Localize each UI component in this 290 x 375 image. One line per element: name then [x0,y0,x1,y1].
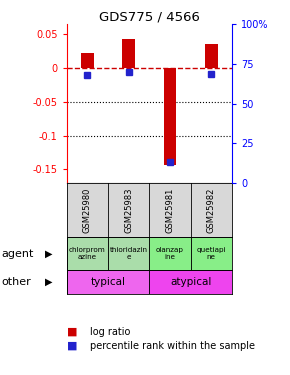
Bar [205,44,218,68]
Text: olanzap
ine: olanzap ine [156,247,184,260]
Bar [108,237,149,270]
Bar [191,237,232,270]
Bar [67,270,149,294]
Text: GSM25981: GSM25981 [166,188,175,233]
Text: GSM25980: GSM25980 [83,188,92,233]
Text: GSM25982: GSM25982 [207,188,216,233]
Text: ■: ■ [67,327,77,337]
Text: typical: typical [90,277,126,287]
Bar [81,53,94,68]
Text: log ratio: log ratio [90,327,130,337]
Text: agent: agent [1,249,34,258]
Text: ■: ■ [67,341,77,351]
Text: GSM25983: GSM25983 [124,188,133,233]
Bar [122,39,135,68]
Bar [149,237,191,270]
Text: percentile rank within the sample: percentile rank within the sample [90,341,255,351]
Text: thioridazin
e: thioridazin e [110,247,148,260]
Bar [149,270,232,294]
Title: GDS775 / 4566: GDS775 / 4566 [99,10,200,23]
Text: ▶: ▶ [45,249,52,258]
Bar [164,68,176,165]
Bar [67,237,108,270]
Text: ▶: ▶ [45,277,52,287]
Text: quetiapi
ne: quetiapi ne [197,247,226,260]
Text: atypical: atypical [170,277,211,287]
Text: other: other [1,277,31,287]
Text: chlorprom
azine: chlorprom azine [69,247,106,260]
